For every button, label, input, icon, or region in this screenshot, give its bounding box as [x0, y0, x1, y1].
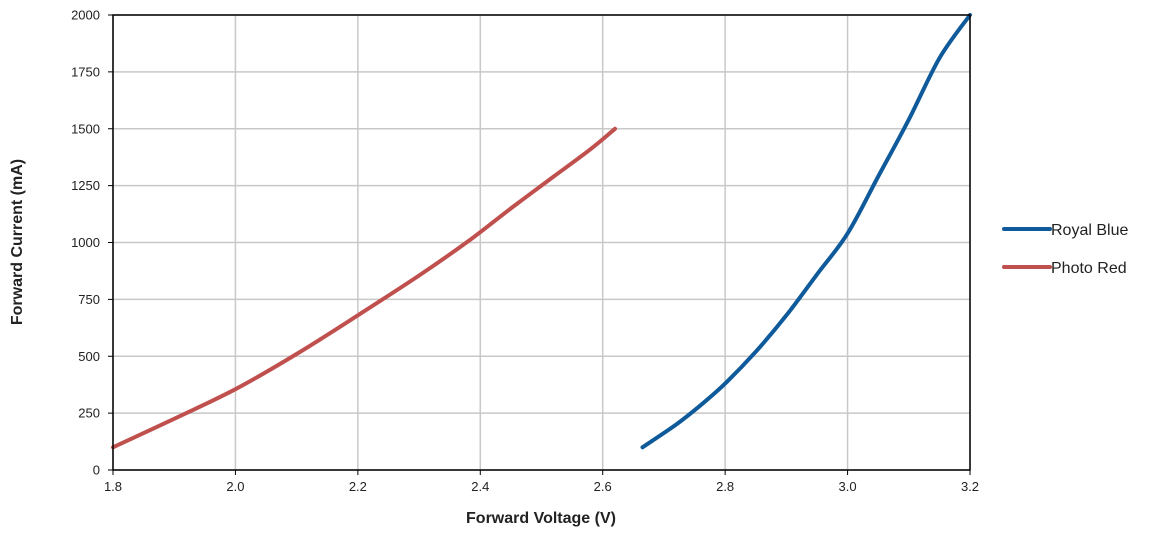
y-tick-label: 500 [78, 349, 100, 364]
x-axis-title: Forward Voltage (V) [466, 510, 616, 527]
y-tick-label: 0 [93, 463, 100, 478]
x-tick-label: 2.8 [716, 479, 734, 494]
x-tick-label: 2.6 [594, 479, 612, 494]
legend-label-royal-blue: Royal Blue [1051, 222, 1128, 239]
y-tick-label: 1750 [71, 64, 100, 79]
legend-label-photo-red: Photo Red [1051, 260, 1127, 277]
y-tick-label: 1250 [71, 178, 100, 193]
x-tick-label: 3.2 [961, 479, 979, 494]
y-tick-label: 750 [78, 292, 100, 307]
y-axis-ticks: 0 250 500 750 1000 1250 1500 1750 2000 [71, 8, 113, 478]
series-line-photo-red [111, 126, 617, 450]
x-tick-label: 2.2 [349, 479, 367, 494]
x-tick-label: 1.8 [104, 479, 122, 494]
series-lines [111, 13, 972, 450]
y-tick-label: 1500 [71, 121, 100, 136]
legend: Royal Blue Photo Red [1002, 222, 1128, 277]
x-axis-ticks: 1.8 2.0 2.2 2.4 2.6 2.8 3.0 3.2 [104, 470, 979, 494]
series-line-royal-blue [640, 13, 972, 450]
y-tick-label: 250 [78, 406, 100, 421]
y-tick-label: 2000 [71, 8, 100, 23]
y-axis-title: Forward Current (mA) [9, 159, 26, 325]
x-tick-label: 2.4 [471, 479, 489, 494]
y-tick-label: 1000 [71, 235, 100, 250]
x-tick-label: 2.0 [226, 479, 244, 494]
x-tick-label: 3.0 [839, 479, 857, 494]
